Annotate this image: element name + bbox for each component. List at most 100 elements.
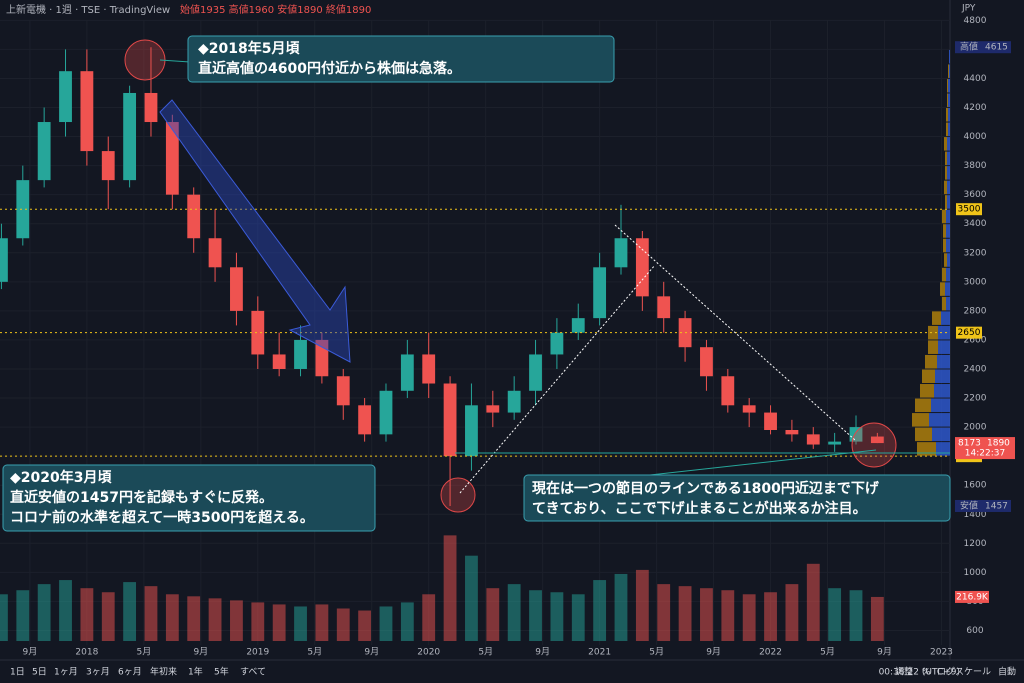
candle-body — [187, 194, 201, 239]
profile-up — [946, 238, 950, 253]
annotation: ◆2018年5月頃 — [198, 40, 300, 57]
profile-down — [942, 296, 946, 311]
symbol: 上新電機 · 1週 · TSE · TradingView — [6, 3, 170, 16]
profile-up — [949, 64, 950, 78]
range-button[interactable]: 6ヶ月 — [118, 667, 142, 678]
x-tick-label: 9月 — [364, 647, 379, 658]
volume-bar — [37, 584, 51, 641]
y-tick-label: 600 — [966, 626, 983, 636]
highlight-circle — [440, 477, 476, 513]
candle-body — [443, 383, 457, 457]
volume-bar — [16, 590, 30, 641]
candle-body — [37, 122, 51, 181]
profile-up — [948, 93, 950, 107]
profile-up — [946, 209, 950, 224]
x-tick-label: 9月 — [877, 647, 892, 658]
candle-body — [16, 180, 30, 239]
volume-bar — [571, 594, 585, 641]
profile-down — [915, 398, 931, 413]
toolbar-button[interactable]: 00:38:22 (UTC+9) — [879, 668, 960, 678]
range-button[interactable]: すべて — [240, 667, 266, 678]
y-tick-label: 4800 — [964, 16, 987, 26]
profile-up — [937, 354, 950, 369]
volume-bar — [785, 584, 799, 641]
profile-down — [942, 209, 946, 224]
candle-body — [742, 405, 756, 413]
volume-bar — [59, 580, 72, 641]
candle-body — [144, 92, 158, 123]
candle-body — [101, 151, 115, 181]
volume-bar — [443, 535, 457, 641]
setting-button[interactable]: 調整 — [895, 666, 913, 678]
profile-down — [947, 93, 948, 107]
profile-down — [948, 64, 949, 78]
range-button[interactable]: 5年 — [214, 666, 229, 678]
range-button[interactable]: 1日 — [10, 667, 25, 678]
plot: 4800460044004200400038003600340032003000… — [0, 16, 1015, 658]
volume-bar — [635, 569, 649, 641]
volume-bar — [0, 594, 8, 641]
volume-bar — [208, 598, 222, 641]
y-tick-label: 3600 — [964, 190, 987, 200]
y-tick-label: 2000 — [964, 423, 987, 433]
volume-bar — [721, 590, 735, 641]
highlight-circle — [851, 422, 897, 468]
setting-button[interactable]: 自動 — [998, 666, 1016, 678]
volume-bar — [358, 610, 372, 641]
range-button[interactable]: 1ヶ月 — [54, 667, 78, 678]
setting-button[interactable]: ログスケール — [937, 666, 991, 678]
candle-body — [379, 390, 393, 435]
profile-down — [928, 325, 938, 340]
ohlc: 始値1935 高値1960 安値1890 終値1890 — [180, 3, 371, 16]
profile-down — [943, 224, 946, 238]
range-button[interactable]: 1年 — [188, 666, 203, 678]
volume-bar — [400, 602, 414, 641]
setting-button[interactable]: % — [922, 668, 931, 678]
last-price: 1890 — [987, 439, 1010, 449]
annotation: てきており、ここで下げ止まることが出来るか注目。 — [532, 500, 867, 517]
volume-bar — [144, 586, 158, 641]
callout — [2, 464, 376, 532]
y-tick-label: 1200 — [964, 539, 987, 549]
candle-body — [0, 238, 8, 282]
profile-down — [917, 442, 936, 456]
connector — [159, 59, 191, 63]
candle-body — [208, 238, 222, 268]
candle-body — [165, 122, 179, 195]
range-button[interactable]: 3ヶ月 — [86, 667, 110, 678]
profile-up — [934, 384, 950, 398]
marker-value: 1457 — [985, 501, 1008, 511]
range-button[interactable]: 年初来 — [150, 666, 177, 678]
marker-value: 4615 — [985, 43, 1008, 53]
y-tick-label: 4200 — [964, 103, 987, 113]
volume-bar — [315, 604, 329, 641]
candle-body — [657, 296, 671, 319]
profile-up — [946, 296, 950, 311]
x-tick-label: 9月 — [535, 647, 550, 658]
last-code: 8173 — [958, 439, 981, 449]
candle-body — [230, 267, 243, 311]
x-tick-label: 5月 — [649, 647, 664, 658]
candle-body — [59, 71, 72, 123]
x-tick-label: 2022 — [759, 648, 782, 658]
volume-bar — [272, 604, 286, 641]
callout — [523, 474, 951, 522]
volume-bar — [123, 582, 137, 641]
marker-tag — [955, 499, 1011, 512]
candle-body — [294, 339, 307, 369]
annotation: コロナ前の水準を超えて一時3500円を超える。 — [10, 509, 314, 526]
y-tick-label: 2800 — [964, 306, 987, 316]
profile-down — [925, 354, 937, 369]
y-tick-label: 1600 — [964, 481, 987, 491]
marker-tag — [955, 41, 1011, 54]
candle-body — [828, 441, 842, 445]
range-button[interactable]: 5日 — [32, 667, 47, 678]
profile-up — [948, 108, 950, 122]
profile-down — [946, 108, 948, 122]
y-tick-label: 2200 — [964, 394, 987, 404]
y-tick-label: 2400 — [964, 364, 987, 374]
profile-up — [935, 369, 950, 384]
profile-up — [932, 427, 950, 442]
